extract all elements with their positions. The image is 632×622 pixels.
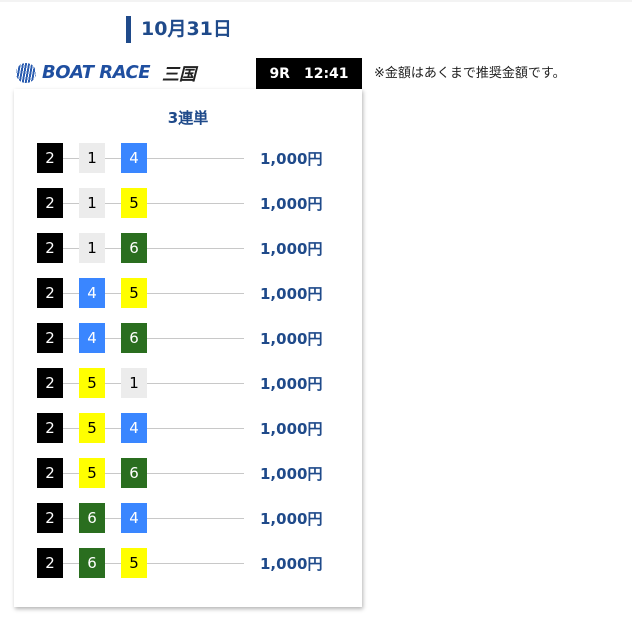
bet-amount: 1,000円: [260, 240, 323, 258]
boat-number-3: 5: [121, 548, 147, 578]
bet-row: 2 6 4 1,000円: [37, 503, 337, 533]
boat-number-2: 1: [79, 233, 105, 263]
boat-number-3: 6: [121, 458, 147, 488]
boat-number-1: 2: [37, 413, 63, 443]
bet-amount: 1,000円: [260, 555, 323, 573]
note-text: ※金額はあくまで推奨金額です。: [374, 66, 566, 81]
boat-number-3: 4: [121, 503, 147, 533]
boat-number-1: 2: [37, 458, 63, 488]
bet-amount: 1,000円: [260, 150, 323, 168]
boat-number-3: 6: [121, 323, 147, 353]
connector-line: [63, 158, 244, 159]
bet-card: 3連単 2 1 4 1,000円 2 1 5 1,000円 2 1 6 1,000円 2 4 5 1,000円…: [14, 89, 362, 607]
boat-number-1: 2: [37, 503, 63, 533]
bet-amount: 1,000円: [260, 510, 323, 528]
connector-line: [63, 473, 244, 474]
bet-amount: 1,000円: [260, 285, 323, 303]
boat-number-2: 4: [79, 323, 105, 353]
bet-row: 2 1 5 1,000円: [37, 188, 337, 218]
bet-row: 2 1 6 1,000円: [37, 233, 337, 263]
logo-waves-icon: [16, 62, 36, 83]
race-badge: 9R 12:41: [256, 58, 362, 89]
bet-row: 2 1 4 1,000円: [37, 143, 337, 173]
boat-number-2: 5: [79, 458, 105, 488]
boat-number-1: 2: [37, 143, 63, 173]
boat-number-3: 5: [121, 278, 147, 308]
race-time: 12:41: [303, 65, 349, 82]
boat-number-1: 2: [37, 188, 63, 218]
boat-number-3: 1: [121, 368, 147, 398]
bet-amount: 1,000円: [260, 330, 323, 348]
boat-number-1: 2: [37, 548, 63, 578]
boat-number-2: 1: [79, 143, 105, 173]
boat-number-1: 2: [37, 233, 63, 263]
boat-number-1: 2: [37, 323, 63, 353]
connector-line: [63, 383, 244, 384]
boat-number-3: 4: [121, 143, 147, 173]
logo-text: BOAT RACE: [42, 62, 151, 83]
connector-line: [63, 203, 244, 204]
boat-number-3: 6: [121, 233, 147, 263]
bet-amount: 1,000円: [260, 195, 323, 213]
connector-line: [63, 428, 244, 429]
boat-number-2: 5: [79, 413, 105, 443]
boat-number-1: 2: [37, 278, 63, 308]
bet-amount: 1,000円: [260, 465, 323, 483]
connector-line: [63, 293, 244, 294]
bet-row: 2 5 6 1,000円: [37, 458, 337, 488]
boat-number-3: 5: [121, 188, 147, 218]
logo-venue: 三国: [162, 65, 197, 85]
bet-row: 2 4 6 1,000円: [37, 323, 337, 353]
connector-line: [63, 248, 244, 249]
bet-row: 2 4 5 1,000円: [37, 278, 337, 308]
boatrace-logo: BOAT RACE 三国: [16, 60, 196, 85]
top-border: [0, 0, 632, 2]
bet-type-title: 3連単: [167, 109, 209, 127]
bet-row: 2 5 1 1,000円: [37, 368, 337, 398]
bet-row: 2 5 4 1,000円: [37, 413, 337, 443]
connector-line: [63, 563, 244, 564]
boat-number-2: 6: [79, 503, 105, 533]
boat-number-3: 4: [121, 413, 147, 443]
boat-number-1: 2: [37, 368, 63, 398]
connector-line: [63, 338, 244, 339]
connector-line: [63, 518, 244, 519]
bet-row: 2 6 5 1,000円: [37, 548, 337, 578]
boat-number-2: 5: [79, 368, 105, 398]
date-heading: 10月31日: [126, 16, 232, 43]
boat-number-2: 1: [79, 188, 105, 218]
race-number: 9R: [269, 65, 290, 82]
bet-amount: 1,000円: [260, 375, 323, 393]
bet-amount: 1,000円: [260, 420, 323, 438]
boat-number-2: 6: [79, 548, 105, 578]
boat-number-2: 4: [79, 278, 105, 308]
